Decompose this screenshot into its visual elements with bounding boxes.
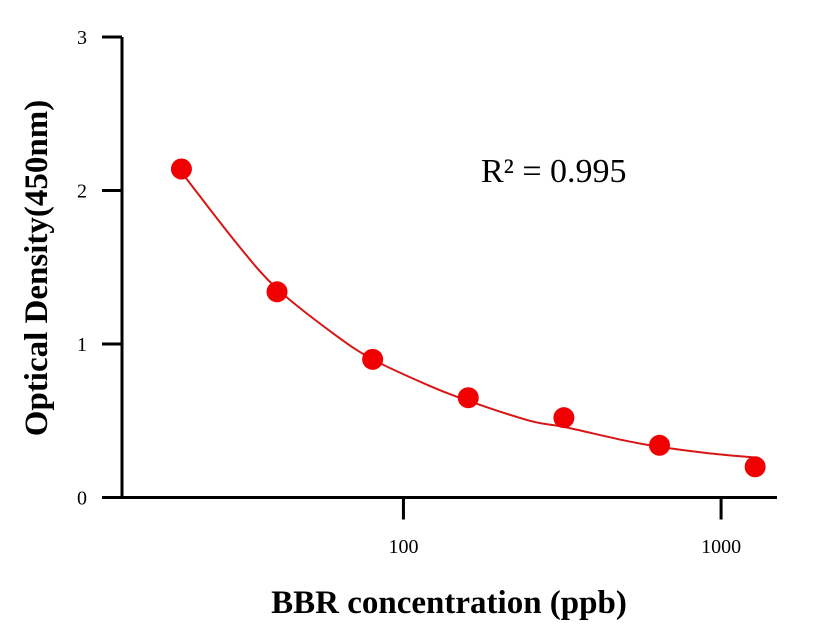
data-point (649, 434, 671, 456)
y-tick-label: 1 (77, 334, 87, 356)
fit-curve (180, 171, 756, 459)
x-ticks: 100 1000 (388, 497, 741, 558)
data-point (744, 456, 766, 478)
x-tick-label: 100 (388, 536, 418, 558)
y-tick-label: 0 (77, 488, 87, 510)
y-tick-label: 2 (77, 181, 87, 203)
data-point (457, 387, 479, 409)
data-points (170, 158, 766, 478)
y-tick-label: 3 (77, 27, 87, 49)
data-point (553, 407, 575, 429)
y-axis-title: Optical Density(450nm) (19, 100, 55, 436)
x-axis-title: BBR concentration (ppb) (271, 585, 627, 621)
y-ticks: 0 1 2 3 (77, 27, 122, 510)
data-point (170, 158, 192, 180)
x-tick-label: 1000 (701, 536, 741, 558)
data-point (362, 348, 384, 370)
axes (120, 37, 777, 499)
data-point (266, 281, 288, 303)
r-squared-annotation: R² = 0.995 (481, 153, 627, 190)
